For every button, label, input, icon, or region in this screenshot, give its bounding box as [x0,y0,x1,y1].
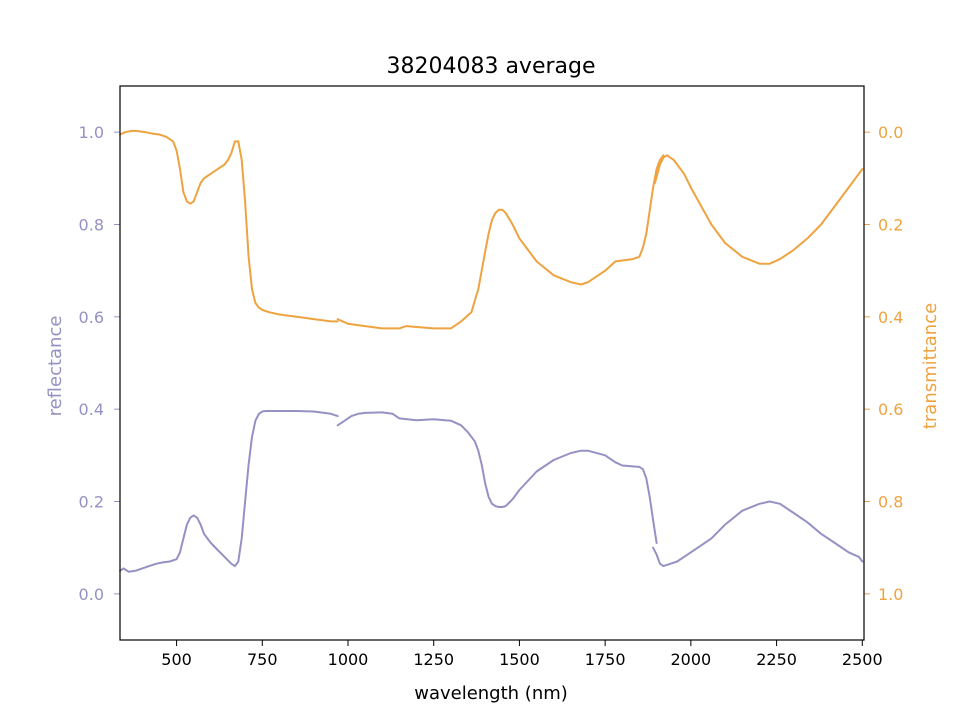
x-tick-label: 1250 [413,650,454,669]
y-left-tick-label: 1.0 [79,123,104,142]
y-axis-right-label: transmittance [920,303,941,429]
x-tick-label: 1500 [499,650,540,669]
y-axis-left-label: reflectance [45,316,66,417]
x-tick-label: 2500 [842,650,883,669]
y-right-tick-label: 0.4 [878,308,903,327]
x-tick-label: 2000 [670,650,711,669]
x-axis: 500 750 1000 1250 1500 1750 2000 2250 2500 [161,640,883,669]
transmittance-line-segment-1 [336,154,665,330]
x-tick-label: 750 [247,650,278,669]
x-axis-label: wavelength (nm) [414,683,568,704]
transmittance-line-segment-0 [119,129,339,323]
transmittance-line-segment-2 [653,154,864,265]
y-right-tick-label: 0.0 [878,123,903,142]
x-tick-label: 500 [161,650,192,669]
x-tick-label: 2250 [756,650,797,669]
x-tick-label: 1000 [328,650,369,669]
y-right-tick-label: 0.6 [878,400,903,419]
plot-frame [119,85,865,641]
reflectance-line-segment-1 [336,411,658,544]
reflectance-line-segment-2 [652,500,864,568]
y-left-tick-label: 0.2 [79,493,104,512]
plot-area [119,129,864,573]
y-right-tick-label: 0.8 [878,493,903,512]
y-axis-right: 0.0 0.2 0.4 0.6 0.8 1.0 [864,123,903,604]
y-right-tick-label: 0.2 [878,216,903,235]
reflectance-line-segment-0 [119,410,339,573]
chart-title: 38204083 average [386,54,595,79]
y-left-tick-label: 0.8 [79,216,104,235]
y-left-tick-label: 0.4 [79,400,104,419]
x-tick-label: 1750 [585,650,626,669]
y-left-tick-label: 0.0 [79,585,104,604]
y-right-tick-label: 1.0 [878,585,903,604]
y-left-tick-label: 0.6 [79,308,104,327]
y-axis-left: 0.0 0.2 0.4 0.6 0.8 1.0 [79,123,120,604]
